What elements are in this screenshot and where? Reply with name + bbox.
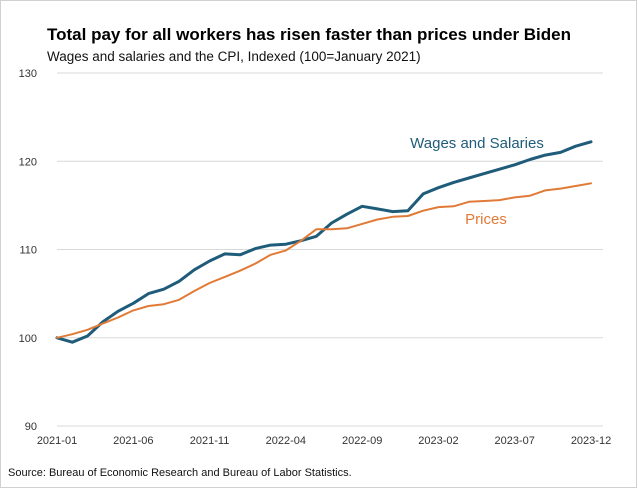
x-tick-label: 2022-04 xyxy=(266,435,306,447)
chart-title: Total pay for all workers has risen fast… xyxy=(47,25,572,44)
chart-subtitle: Wages and salaries and the CPI, Indexed … xyxy=(47,49,421,64)
x-tick-label: 2023-02 xyxy=(418,435,458,447)
y-tick-label: 100 xyxy=(19,333,37,345)
x-tick-label: 2022-09 xyxy=(342,435,382,447)
y-tick-label: 110 xyxy=(19,245,37,257)
y-tick-label: 120 xyxy=(19,156,37,168)
x-tick-label: 2023-07 xyxy=(495,435,535,447)
x-tick-label: 2021-06 xyxy=(113,435,153,447)
series-line-prices xyxy=(56,182,592,339)
x-tick-label: 2021-11 xyxy=(190,435,230,447)
y-tick-label: 90 xyxy=(25,421,37,433)
x-tick-label: 2023-12 xyxy=(571,435,611,447)
x-tick-label: 2021-01 xyxy=(37,435,77,447)
series-label-prices: Prices xyxy=(465,211,507,228)
source-note: Source: Bureau of Economic Research and … xyxy=(8,467,352,479)
y-tick-label: 130 xyxy=(19,68,37,80)
series-line-wages-and-salaries xyxy=(55,140,593,344)
series-label-wages-and-salaries: Wages and Salaries xyxy=(410,135,544,152)
